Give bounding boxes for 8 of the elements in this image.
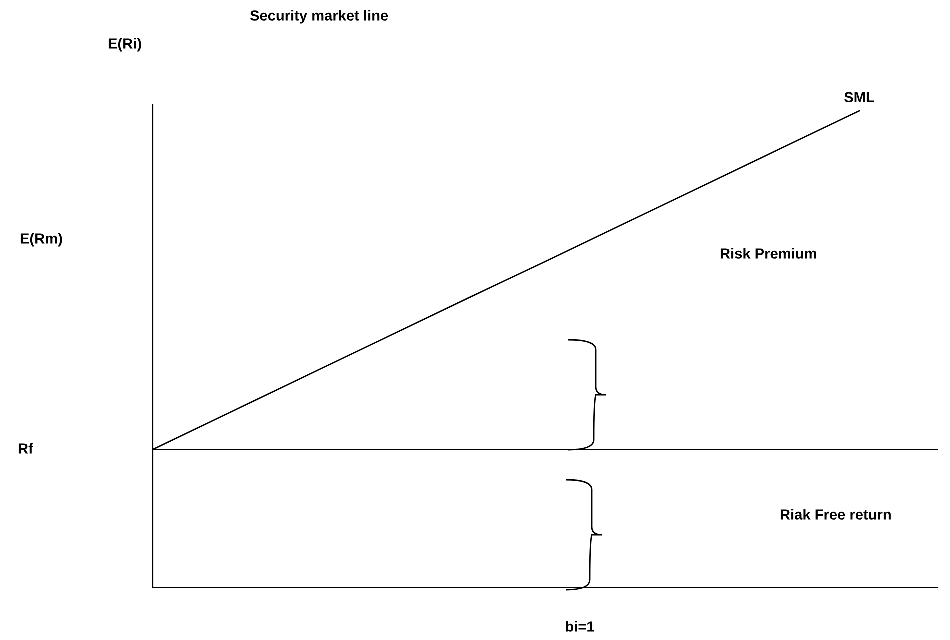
x-axis-title: bi=1 [566, 621, 594, 632]
annotation: Risk Premium [720, 248, 816, 259]
text: Rf [18, 443, 34, 454]
text: E(Rm) [20, 233, 62, 247]
y-axis-title: E(Ri) [108, 38, 142, 52]
series-label: SML [844, 92, 874, 103]
annotation: Riak Free return [780, 509, 891, 520]
chart-title: Security market line [250, 10, 388, 24]
